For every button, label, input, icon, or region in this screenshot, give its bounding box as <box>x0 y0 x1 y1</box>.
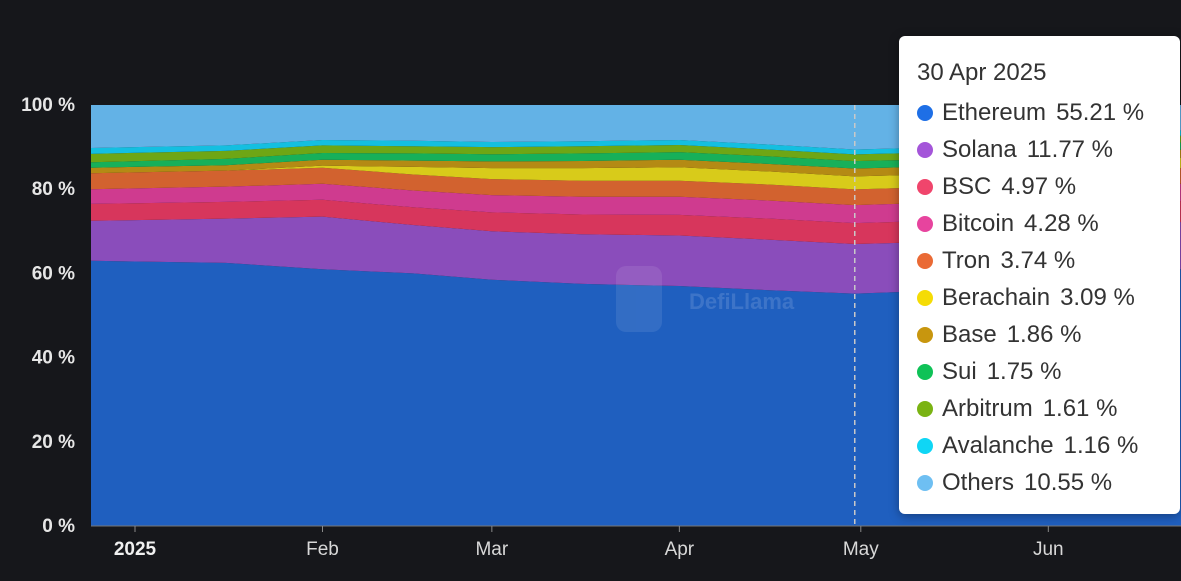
series-color-dot-icon <box>917 178 933 195</box>
x-tick-label: Jun <box>1033 539 1064 560</box>
series-color-dot-icon <box>917 474 933 491</box>
tooltip-series-label: BSC <box>942 172 992 200</box>
watermark-logo <box>616 266 662 332</box>
y-tick-label: 40 % <box>32 348 75 369</box>
x-tick-label: May <box>843 539 879 560</box>
tooltip-row: Tron 3.74 % <box>917 242 1180 279</box>
x-tick-label: Mar <box>475 539 508 560</box>
tooltip-date: 30 Apr 2025 <box>917 59 1047 86</box>
watermark: DefiLlama <box>616 266 795 332</box>
y-axis: 0 % 20 % 40 % 60 % 80 % 100 % <box>21 95 75 537</box>
tooltip-series-value: 3.74 % <box>1000 246 1076 274</box>
x-tick-label: 2025 <box>114 539 157 560</box>
tooltip-series-value: 1.86 % <box>1006 320 1082 348</box>
y-tick-label: 20 % <box>32 432 75 453</box>
y-tick-label: 0 % <box>42 516 75 537</box>
y-tick-label: 100 % <box>21 95 75 116</box>
tooltip-series-label: Base <box>942 320 997 348</box>
tooltip: 30 Apr 2025 Ethereum 55.21 % Solana 11.77 %… <box>899 36 1180 514</box>
tooltip-row: Base 1.86 % <box>917 316 1180 353</box>
tooltip-row: Sui 1.75 % <box>917 353 1180 390</box>
x-tick-label: Apr <box>665 539 695 560</box>
tooltip-series-label: Berachain <box>942 283 1051 311</box>
tooltip-series-label: Arbitrum <box>942 394 1033 422</box>
tooltip-series-label: Bitcoin <box>942 209 1015 237</box>
series-color-dot-icon <box>917 215 933 232</box>
tooltip-series-value: 1.61 % <box>1042 394 1118 422</box>
tooltip-series-label: Tron <box>942 246 991 274</box>
y-tick-label: 60 % <box>32 263 75 284</box>
tooltip-series-value: 4.28 % <box>1024 209 1099 237</box>
tooltip-row: Others 10.55 % <box>917 464 1180 501</box>
tooltip-row: Ethereum 55.21 % <box>917 94 1180 131</box>
watermark-text: DefiLlama <box>689 289 795 314</box>
tooltip-row: Solana 11.77 % <box>917 131 1180 168</box>
tooltip-row: Bitcoin 4.28 % <box>917 205 1180 242</box>
series-color-dot-icon <box>917 363 933 380</box>
series-color-dot-icon <box>917 400 933 417</box>
tooltip-row: Berachain 3.09 % <box>917 279 1180 316</box>
tooltip-series-value: 3.09 % <box>1060 283 1135 311</box>
tooltip-series-value: 4.97 % <box>1001 172 1077 200</box>
tooltip-series-label: Ethereum <box>942 98 1047 126</box>
series-color-dot-icon <box>917 437 933 454</box>
tooltip-row: Avalanche 1.16 % <box>917 427 1180 464</box>
tooltip-series-value: 11.77 % <box>1026 135 1114 163</box>
series-color-dot-icon <box>917 289 933 306</box>
series-color-dot-icon <box>917 104 933 121</box>
tooltip-series-label: Avalanche <box>942 431 1054 459</box>
y-tick-label: 80 % <box>32 179 75 200</box>
tooltip-legend: Ethereum 55.21 % Solana 11.77 % BSC 4.97 % Bit… <box>917 94 1180 501</box>
x-tick-label: Feb <box>306 539 339 560</box>
x-axis: 2025 Feb Mar Apr May Jun <box>114 526 1064 560</box>
tooltip-row: BSC 4.97 % <box>917 168 1180 205</box>
tooltip-series-label: Sui <box>942 357 977 385</box>
tooltip-series-value: 55.21 % <box>1056 98 1145 126</box>
tooltip-series-label: Others <box>942 468 1015 496</box>
tooltip-series-value: 1.75 % <box>986 357 1062 385</box>
series-color-dot-icon <box>917 252 933 269</box>
tooltip-series-label: Solana <box>942 135 1017 163</box>
tooltip-series-value: 1.16 % <box>1063 431 1139 459</box>
tooltip-row: Arbitrum 1.61 % <box>917 390 1180 427</box>
series-color-dot-icon <box>917 141 933 158</box>
tooltip-series-value: 10.55 % <box>1024 468 1113 496</box>
series-color-dot-icon <box>917 326 933 343</box>
